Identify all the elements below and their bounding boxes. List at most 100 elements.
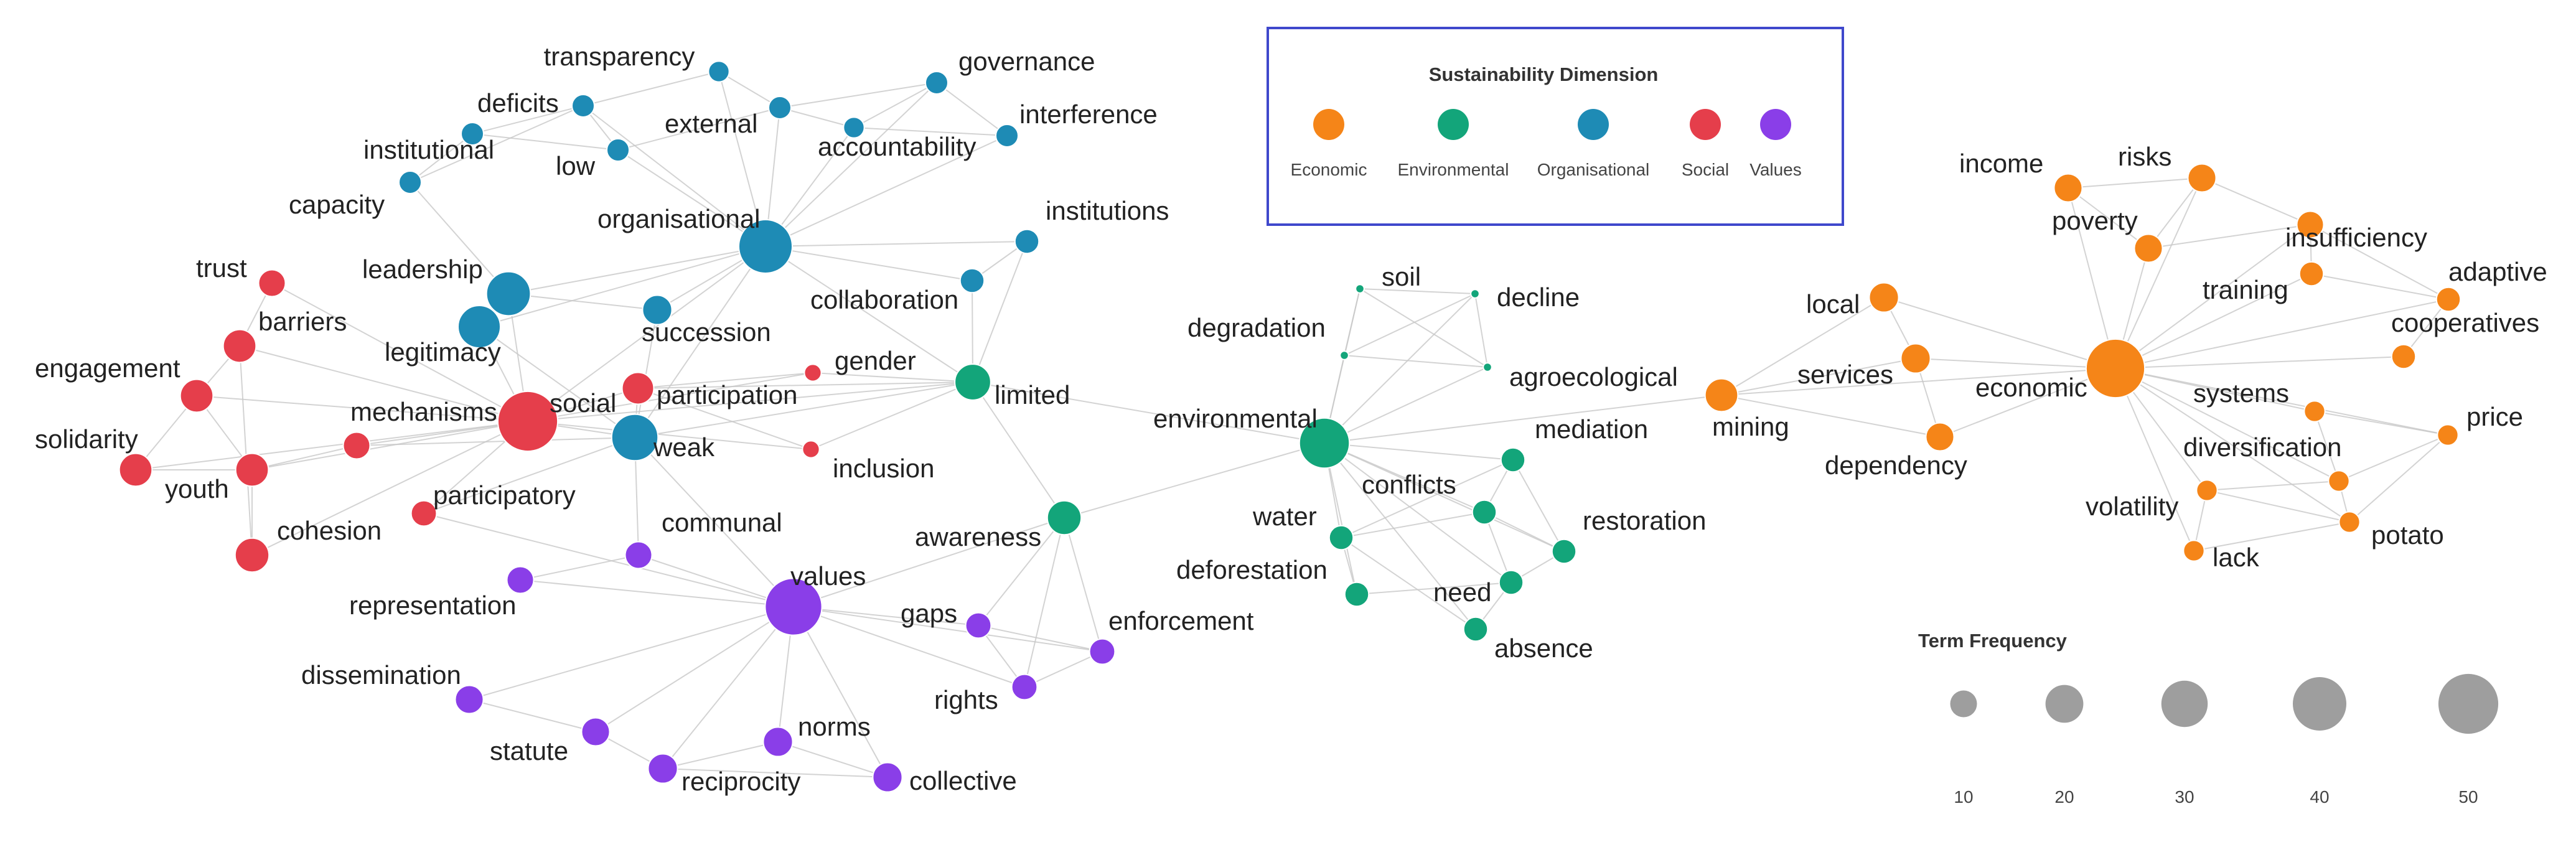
edge-awareness-rights bbox=[1024, 517, 1065, 688]
node-reciprocity bbox=[647, 753, 678, 784]
node-trust bbox=[258, 269, 286, 297]
edge-volatility-potato bbox=[2206, 490, 2350, 523]
node-label-social: social bbox=[550, 388, 616, 418]
node-label-adaptive: adaptive bbox=[2448, 257, 2547, 286]
edge-mining-services bbox=[1721, 358, 1916, 396]
node-need bbox=[1498, 569, 1524, 596]
edge-organisational-governance bbox=[765, 82, 937, 247]
node-values bbox=[764, 578, 823, 636]
node-water bbox=[1328, 525, 1354, 551]
edge-gaps-enforcement bbox=[978, 625, 1103, 652]
node-capacity bbox=[398, 171, 422, 194]
node-label-inclusion: inclusion bbox=[833, 454, 934, 483]
node-engagement bbox=[179, 378, 214, 413]
edge-risks-poverty bbox=[2148, 177, 2203, 249]
node-label-interference: interference bbox=[1019, 100, 1158, 129]
edge-decline-agroecological bbox=[1474, 293, 1488, 368]
node-awareness bbox=[1046, 500, 1082, 536]
node-label-trust: trust bbox=[196, 253, 247, 283]
node-label-services: services bbox=[1797, 360, 1893, 389]
edge-poverty-insufficiency bbox=[2148, 224, 2311, 249]
edge-economic-training bbox=[2115, 273, 2312, 369]
edge-gender-limited bbox=[812, 372, 973, 383]
node-dissemination bbox=[454, 685, 484, 714]
edge-mining-dependency bbox=[1721, 395, 1941, 437]
node-communal bbox=[624, 541, 653, 569]
node-insufficiency bbox=[2296, 210, 2325, 239]
node-barriers bbox=[222, 329, 257, 363]
edge-social-barriers bbox=[239, 345, 528, 422]
node-representation bbox=[506, 566, 535, 594]
edge-capacity-leadership bbox=[410, 182, 509, 294]
edge-economic-potato bbox=[2115, 368, 2350, 523]
node-social bbox=[497, 390, 559, 452]
edge-representation-communal bbox=[520, 554, 639, 581]
legend-label-economic: Economic bbox=[1291, 160, 1367, 179]
edge-external-accountability bbox=[779, 107, 855, 128]
node-label-need: need bbox=[1433, 578, 1491, 607]
edge-organisational-low bbox=[617, 149, 766, 247]
node-label-dissemination: dissemination bbox=[301, 660, 461, 690]
node-accountability bbox=[843, 116, 865, 139]
edge-soil-agroecological bbox=[1359, 288, 1488, 368]
edge-environmental-mining bbox=[1324, 395, 1722, 444]
node-label-statute: statute bbox=[490, 736, 568, 765]
edge-participation-inclusion bbox=[637, 388, 812, 450]
edge-insufficiency-adaptive bbox=[2310, 224, 2449, 300]
node-label-agroecological: agroecological bbox=[1509, 362, 1678, 391]
node-label-gender: gender bbox=[835, 346, 916, 375]
edge-transparency-deficits bbox=[583, 71, 719, 106]
edge-low-external bbox=[617, 107, 780, 151]
edge-potato-lack bbox=[2193, 522, 2350, 551]
node-risks bbox=[2187, 163, 2217, 193]
node-label-deficits: deficits bbox=[477, 88, 559, 118]
node-potato bbox=[2338, 511, 2361, 533]
edge-conflicts-water bbox=[1341, 512, 1485, 538]
node-participatory bbox=[410, 500, 438, 527]
node-weak bbox=[611, 413, 659, 462]
edge-governance-interference bbox=[936, 82, 1008, 136]
edge-social-limited bbox=[527, 381, 973, 422]
legend-label-social: Social bbox=[1682, 160, 1729, 179]
edge-soil-degradation bbox=[1344, 288, 1361, 356]
edge-participatory-weak bbox=[423, 437, 635, 514]
node-collaboration bbox=[959, 268, 985, 294]
edge-values-participatory bbox=[423, 513, 794, 607]
node-enforcement bbox=[1089, 638, 1116, 665]
node-label-succession: succession bbox=[642, 317, 771, 347]
node-label-insufficiency: insufficiency bbox=[2285, 223, 2427, 252]
edge-environmental-absence bbox=[1324, 442, 1476, 630]
node-label-external: external bbox=[665, 109, 757, 138]
node-label-poverty: poverty bbox=[2052, 206, 2138, 235]
node-label-participatory: participatory bbox=[433, 480, 576, 510]
node-adaptive bbox=[2435, 286, 2461, 312]
edge-mining-economic bbox=[1721, 368, 2116, 396]
edge-environmental-mediation bbox=[1324, 442, 1514, 461]
edge-environmental-restoration bbox=[1324, 442, 1565, 552]
edge-organisational-leadership bbox=[508, 246, 766, 294]
node-inclusion bbox=[802, 440, 820, 459]
node-training bbox=[2298, 261, 2325, 287]
edge-environmental-deforestation bbox=[1324, 442, 1357, 595]
node-solidarity bbox=[118, 452, 153, 487]
node-label-institutional: institutional bbox=[363, 135, 494, 164]
edge-soil-decline bbox=[1359, 288, 1476, 294]
node-gender bbox=[803, 363, 822, 382]
node-cooperatives bbox=[2391, 344, 2417, 370]
node-label-communal: communal bbox=[662, 508, 782, 537]
node-deforestation bbox=[1344, 581, 1370, 607]
edge-environmental-agroecological bbox=[1324, 367, 1488, 444]
node-systems bbox=[2303, 400, 2326, 423]
node-poverty bbox=[2133, 233, 2163, 263]
edge-economic-services bbox=[1915, 358, 2116, 369]
legend-frame bbox=[1267, 27, 1844, 226]
edge-values-rights bbox=[793, 606, 1025, 688]
node-leadership bbox=[485, 271, 532, 317]
node-label-mining: mining bbox=[1712, 412, 1789, 441]
size-legend-title: Term Frequency bbox=[1918, 630, 2068, 652]
legend-label-environmental: Environmental bbox=[1398, 160, 1509, 179]
node-collective bbox=[872, 762, 903, 793]
edge-values-reciprocity bbox=[662, 606, 794, 769]
edge-legitimacy-weak bbox=[479, 326, 635, 438]
edge-leadership-succession bbox=[508, 293, 658, 311]
